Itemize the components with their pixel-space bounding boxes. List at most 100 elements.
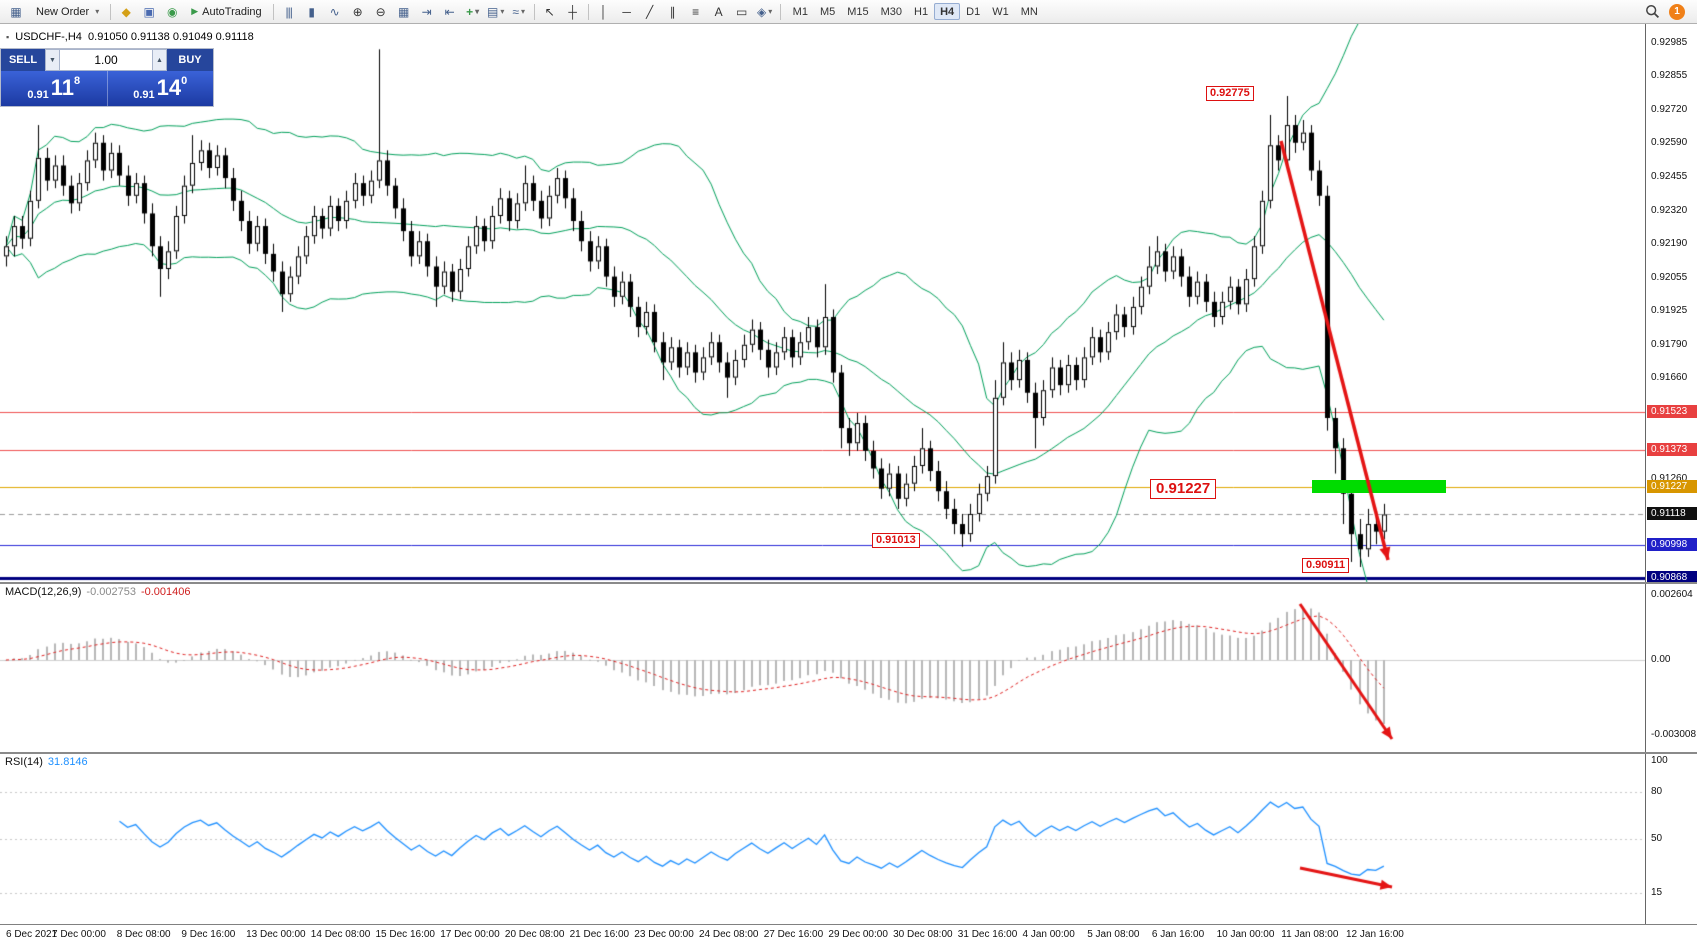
rsi-label: RSI(14) 31.8146 xyxy=(5,756,88,768)
support-zone-rectangle[interactable] xyxy=(1312,480,1446,493)
toolbar: ▦ New Order ▾ ◆ ▣ ◉ ▶ AutoTrading ||| ▮ … xyxy=(0,0,1697,24)
search-icon[interactable] xyxy=(1645,4,1660,19)
time-scale[interactable]: 6 Dec 2021 7 Dec 00:00 8 Dec 08:00 9 Dec 16… xyxy=(0,924,1697,944)
pane-separator[interactable] xyxy=(0,752,1697,754)
timeframe-group: M1 M5 M15 M30 H1 H4 D1 W1 MN xyxy=(787,3,1044,20)
chart-shift-icon[interactable]: ⇤ xyxy=(439,3,461,21)
sell-price-prefix: 0.91 xyxy=(27,89,49,101)
arrows-tool-button[interactable]: ◈ ▾ xyxy=(754,3,776,21)
vertical-line-tool-icon[interactable]: │ xyxy=(593,3,615,21)
trendline-tool-icon[interactable]: ╱ xyxy=(639,3,661,21)
price-scale[interactable]: 0.92985 0.92855 0.92720 0.92590 0.92455 0.923… xyxy=(1645,24,1697,924)
timeframe-button-m15[interactable]: M15 xyxy=(841,3,874,20)
toolbar-separator xyxy=(272,3,274,20)
profiles-button[interactable]: ▤ ▾ xyxy=(485,3,507,21)
time-label: 10 Jan 00:00 xyxy=(1216,929,1275,940)
price-tick: 0.92190 xyxy=(1651,237,1688,249)
buy-price-button[interactable]: 0.91 14 0 xyxy=(108,71,214,106)
metaeditor-icon[interactable]: ◆ xyxy=(115,3,137,21)
zone-price-label[interactable]: 0.91227 xyxy=(1150,479,1217,499)
rsi-tick: 50 xyxy=(1651,832,1663,844)
timeframe-button-w1[interactable]: W1 xyxy=(986,3,1015,20)
options-icon[interactable]: ◉ xyxy=(161,3,183,21)
volume-input[interactable] xyxy=(60,49,152,71)
fibonacci-tool-icon[interactable]: ≡ xyxy=(685,3,707,21)
time-label: 12 Jan 16:00 xyxy=(1346,929,1404,940)
autotrading-button[interactable]: ▶ AutoTrading xyxy=(184,3,268,21)
chevron-down-icon: ▾ xyxy=(520,7,525,16)
macd-value: -0.002753 xyxy=(86,586,136,598)
time-label: 30 Dec 08:00 xyxy=(893,929,953,940)
tile-windows-icon[interactable]: ▦ xyxy=(393,3,415,21)
price-line-label: 0.91118 xyxy=(1647,507,1697,521)
autoscroll-icon[interactable]: ⇥ xyxy=(416,3,438,21)
rsi-name: RSI(14) xyxy=(5,756,43,768)
time-label: 11 Jan 08:00 xyxy=(1281,929,1339,940)
pane-separator[interactable] xyxy=(0,582,1697,584)
price-line-label: 0.91227 xyxy=(1647,479,1697,493)
macd-label: MACD(12,26,9) -0.002753 -0.001406 xyxy=(5,586,191,598)
timeframe-button-h1[interactable]: H1 xyxy=(908,3,934,20)
sell-button[interactable]: SELL xyxy=(1,49,45,71)
strategy-tester-icon[interactable]: ▣ xyxy=(138,3,160,21)
candlestick-chart-icon[interactable]: ▮ xyxy=(301,3,323,21)
macd-canvas[interactable] xyxy=(0,584,1645,752)
time-label: 24 Dec 08:00 xyxy=(699,929,759,940)
channel-tool-icon[interactable]: ∥ xyxy=(662,3,684,21)
quote-line: ▪ USDCHF-,H4 0.91050 0.91138 0.91049 0.9… xyxy=(6,31,254,43)
timeframe-button-d1[interactable]: D1 xyxy=(960,3,986,20)
chart-window-icon[interactable]: ▦ xyxy=(10,4,22,19)
price-tick: 0.91925 xyxy=(1651,304,1688,316)
line-chart-icon[interactable]: ∿ xyxy=(324,3,346,21)
symbol-label: USDCHF-,H4 xyxy=(15,31,82,43)
rsi-canvas[interactable] xyxy=(0,754,1645,924)
crosshair-icon[interactable]: ┼ xyxy=(562,3,584,21)
timeframe-button-h4[interactable]: H4 xyxy=(934,3,961,20)
zoom-out-icon[interactable]: ⊖ xyxy=(370,3,392,21)
timeframe-button-m5[interactable]: M5 xyxy=(814,3,841,20)
volume-decrease-button[interactable]: ▼ xyxy=(45,49,60,71)
text-tool-icon[interactable]: A xyxy=(708,3,730,21)
bar-chart-icon[interactable]: ||| xyxy=(278,3,300,21)
timeframe-button-m30[interactable]: M30 xyxy=(875,3,908,20)
rsi-value: 31.8146 xyxy=(47,756,88,768)
label-tool-icon[interactable]: ▭ xyxy=(731,3,753,21)
new-chart-button[interactable]: + ▾ xyxy=(462,3,484,21)
target-price-label[interactable]: 0.90911 xyxy=(1302,558,1350,573)
volume-increase-button[interactable]: ▲ xyxy=(152,49,167,71)
symbol-icon: ▪ xyxy=(6,32,10,42)
new-order-label: New Order xyxy=(36,5,90,18)
time-label: 7 Dec 00:00 xyxy=(52,929,106,940)
timeframe-button-m1[interactable]: M1 xyxy=(787,3,814,20)
indicators-button[interactable]: ≈ ▾ xyxy=(508,3,530,21)
time-label: 23 Dec 00:00 xyxy=(634,929,694,940)
low-price-label[interactable]: 0.91013 xyxy=(872,533,920,548)
sell-price-big: 11 xyxy=(50,75,75,100)
macd-tick: -0.003008 xyxy=(1651,729,1697,741)
new-order-button[interactable]: New Order ▾ xyxy=(29,3,106,21)
ohlc-values: 0.91050 0.91138 0.91049 0.91118 xyxy=(88,31,254,43)
notification-badge[interactable]: 1 xyxy=(1669,3,1685,20)
time-label: 29 Dec 00:00 xyxy=(828,929,888,940)
timeframe-button-mn[interactable]: MN xyxy=(1015,3,1044,20)
zoom-in-icon[interactable]: ⊕ xyxy=(347,3,369,21)
sell-price-sup: 8 xyxy=(74,75,81,87)
time-label: 9 Dec 16:00 xyxy=(181,929,236,940)
price-tick: 0.92720 xyxy=(1651,103,1688,115)
buy-button[interactable]: BUY xyxy=(167,49,213,71)
price-chart-canvas[interactable] xyxy=(0,24,1645,582)
time-label: 13 Dec 00:00 xyxy=(246,929,306,940)
buy-price-big: 14 xyxy=(156,75,182,100)
rsi-tick: 15 xyxy=(1651,886,1663,898)
chevron-down-icon: ▾ xyxy=(95,7,100,16)
price-tick: 0.92055 xyxy=(1651,271,1688,283)
horizontal-line-tool-icon[interactable]: ─ xyxy=(616,3,638,21)
rsi-pane: RSI(14) 31.8146 xyxy=(0,754,1645,924)
cursor-icon[interactable]: ↖ xyxy=(539,3,561,21)
time-label: 27 Dec 16:00 xyxy=(763,929,824,940)
peak-price-label[interactable]: 0.92775 xyxy=(1206,86,1254,101)
sell-price-button[interactable]: 0.91 11 8 xyxy=(1,71,108,106)
price-chart-pane: ▪ USDCHF-,H4 0.91050 0.91138 0.91049 0.9… xyxy=(0,24,1645,582)
toolbar-separator xyxy=(587,3,589,20)
